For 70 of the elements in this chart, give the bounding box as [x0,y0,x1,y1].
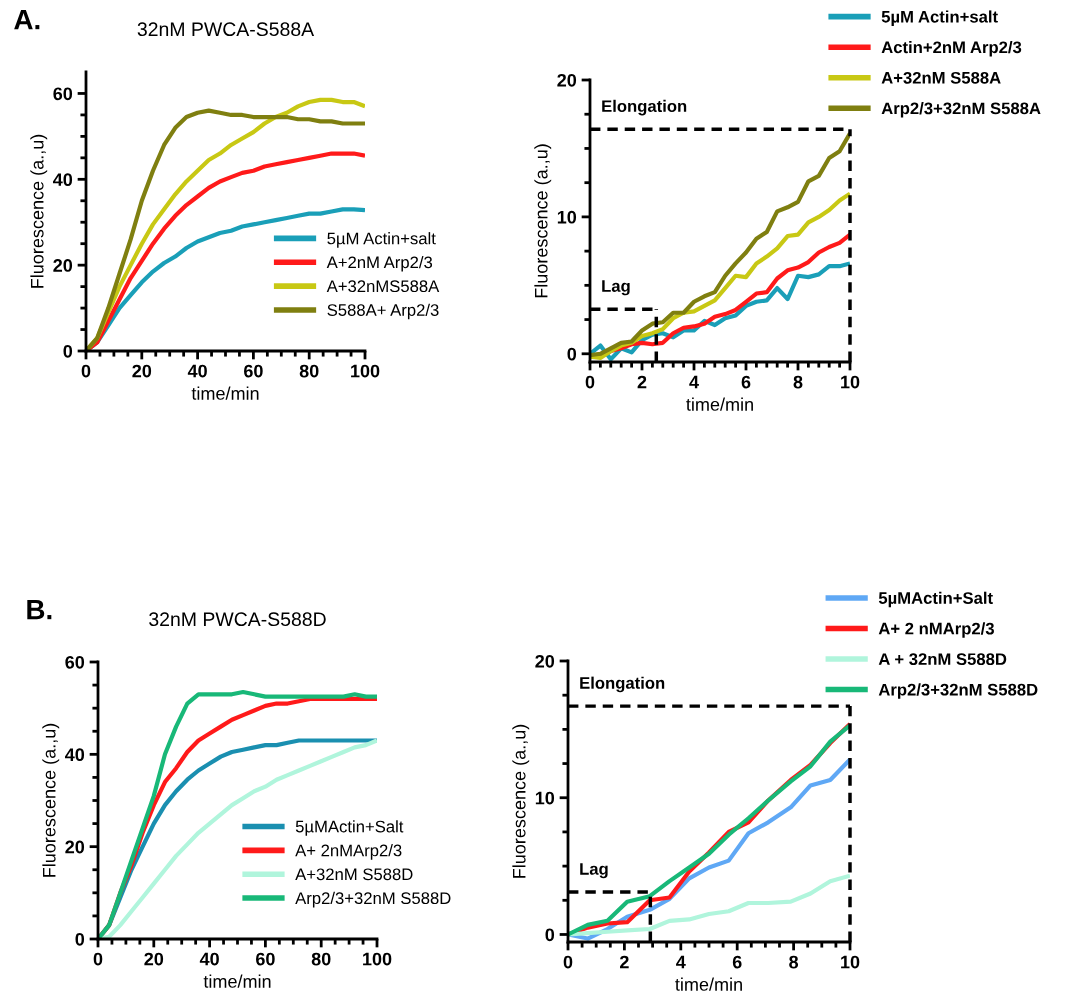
legend-label: A+32nM S588D [295,868,413,881]
line-series [590,191,850,360]
x-tick-label: 20 [132,364,152,378]
legend-label: 5µMActin+Salt [295,820,404,836]
y-tick-label: 40 [65,748,85,762]
text: A. [14,10,40,30]
legend-label: Actin+2nM Arp2/3 [881,40,1022,57]
x-tick-label: 100 [363,952,392,966]
legend-label: 5µM Actin+salt [881,10,998,26]
y-tick-label: 60 [53,87,73,101]
legend-label: A + 32nM S588D [878,653,1007,666]
ref-line-label: Lag [602,280,630,296]
x-tick-label: 10 [841,375,860,389]
y-tick-label: 10 [535,791,555,805]
y-tick-label: 0 [567,347,577,361]
legend-label: A+ 2 nMArp2/3 [878,622,994,638]
x-tick-label: 100 [351,364,380,378]
x-tick-label: 60 [244,364,263,378]
legend-label: Arp2/3+32nM S588D [878,683,1038,699]
y-tick-label: 40 [53,173,73,187]
legend-label: S588A+ Arp2/3 [327,303,439,320]
y-axis-title: Fluorescence (a.,u) [42,723,60,877]
legend-label: A+32nM S588A [881,71,1001,84]
y-axis-title: Fluorescence (a.,u) [512,724,530,878]
x-tick-label: 20 [144,952,164,966]
x-tick-label: 40 [199,952,219,966]
x-tick-label: 2 [620,955,629,969]
x-tick-label: 0 [93,952,103,966]
y-axis-title: Fluorescence (a.,u) [534,144,552,298]
chart-title: 32nM PWCA-S588D [149,612,326,627]
x-tick-label: 4 [676,955,686,969]
x-tick-label: 80 [299,364,319,378]
ref-line-label: Elongation [602,99,687,116]
x-tick-label: 0 [585,375,595,389]
y-tick-label: 20 [65,840,85,854]
ref-line-label: Lag [580,863,608,879]
y-tick-label: 10 [557,210,577,224]
x-tick-label: 6 [732,955,742,969]
y-tick-label: 20 [53,259,73,272]
legend-label: Arp2/3+32nM S588A [881,102,1041,118]
text: B. [27,600,52,620]
x-axis-title: time/min [203,974,271,988]
legend-label: 5µMActin+Salt [878,591,993,608]
line-series [590,131,850,358]
chart-title: 32nM PWCA-S588A [137,22,315,37]
x-tick-label: 60 [256,952,275,966]
legend-label: 5µM Actin+salt [327,232,436,248]
y-tick-label: 20 [557,73,577,87]
y-tick-label: 60 [65,655,85,669]
legend-label: A+ 2nMArp2/3 [295,844,402,860]
y-axis-title: Fluorescence (a.,u) [30,134,48,288]
y-tick-label: 0 [75,932,85,946]
ref-line-label: Elongation [580,676,665,693]
y-tick-label: 20 [535,654,555,668]
x-tick-label: 2 [637,375,647,389]
y-tick-label: 0 [63,344,73,358]
legend-label: A+32nMS588A [326,280,440,293]
x-tick-label: 8 [789,955,799,969]
x-axis-title: time/min [191,386,259,400]
legend-label: A+2nM Arp2/3 [326,255,433,272]
x-tick-label: 4 [689,375,699,389]
x-tick-label: 8 [793,375,803,389]
x-axis-title: time/min [675,977,742,991]
x-tick-label: 40 [187,364,207,378]
x-tick-label: 10 [841,955,860,969]
legend-label: Arp2/3+32nM S588D [295,891,451,908]
y-tick-label: 0 [545,928,555,942]
x-axis-title: time/min [686,397,753,411]
x-tick-label: 80 [311,952,331,966]
x-tick-label: 6 [741,375,751,389]
